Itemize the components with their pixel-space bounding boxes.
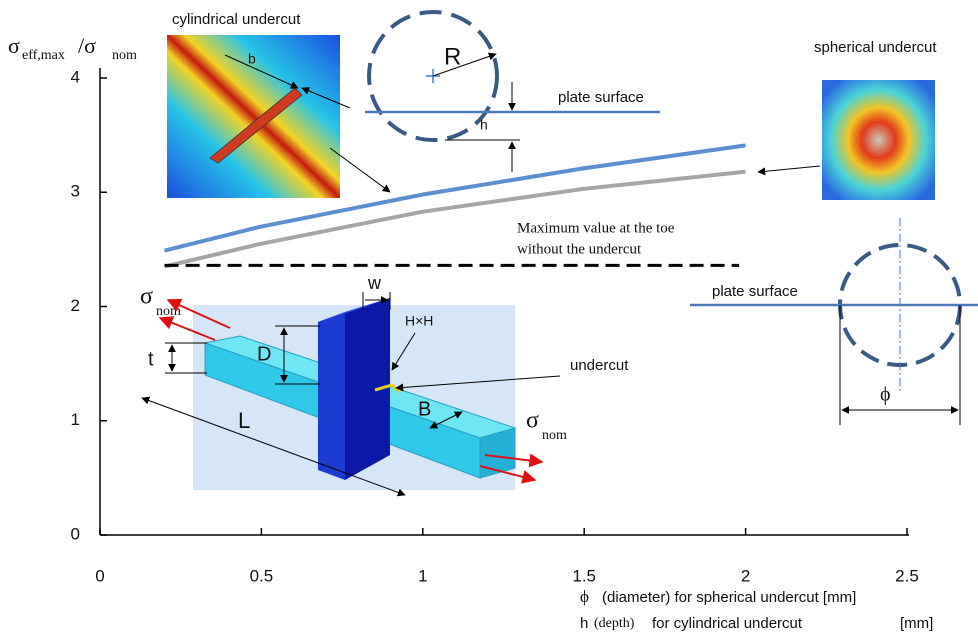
x-label: [mm]: [900, 615, 933, 632]
y-label: /σ: [78, 33, 96, 58]
y-tick-label: 3: [71, 182, 80, 201]
heatmap: [822, 80, 935, 200]
x-tick-label: 2.5: [895, 566, 919, 585]
x-label: (diameter) for spherical undercut [mm]: [602, 589, 856, 606]
label: plate surface: [712, 283, 798, 300]
label: σ: [140, 284, 153, 310]
chart: σ eff,max /σ nom ϕ (diameter) for spheri…: [0, 0, 978, 637]
inset-title: spherical undercut: [814, 39, 937, 56]
inset-title: cylindrical undercut: [172, 11, 301, 28]
y-tick-label: 1: [71, 410, 80, 429]
label: b: [248, 51, 256, 67]
label: h: [480, 117, 488, 133]
x-tick-label: 1: [418, 566, 427, 585]
label: B: [418, 398, 431, 420]
label: H×H: [405, 313, 433, 329]
x-label: for cylindrical undercut: [652, 615, 803, 632]
label: t: [148, 348, 154, 370]
x-label: ϕ: [580, 587, 589, 606]
label: undercut: [570, 357, 629, 374]
x-tick-label: 1.5: [572, 566, 596, 585]
y-tick-label: 2: [71, 296, 80, 315]
y-tick-label: 0: [71, 524, 80, 543]
x-tick-label: 2: [741, 566, 750, 585]
plate: [318, 312, 345, 480]
reference-label: without the undercut: [517, 241, 642, 257]
y-label: nom: [112, 48, 137, 63]
label: nom: [542, 428, 567, 443]
label: w: [367, 273, 382, 293]
x-tick-label: 0.5: [250, 566, 274, 585]
arrow: [758, 166, 820, 172]
y-tick-label: 4: [71, 67, 80, 86]
y-label: eff,max: [22, 48, 65, 63]
label: R: [444, 43, 461, 70]
label: ϕ: [880, 384, 891, 406]
label: nom: [156, 304, 181, 319]
label: plate surface: [558, 89, 644, 106]
arrow: [433, 54, 496, 76]
x-tick-label: 0: [95, 566, 104, 585]
label: σ: [526, 408, 539, 434]
label: D: [257, 343, 271, 365]
reference-label: Maximum value at the toe: [517, 220, 675, 236]
y-label: σ: [8, 33, 20, 58]
label: L: [238, 408, 250, 433]
x-label: h: [580, 615, 588, 632]
x-label: (depth): [594, 616, 635, 631]
